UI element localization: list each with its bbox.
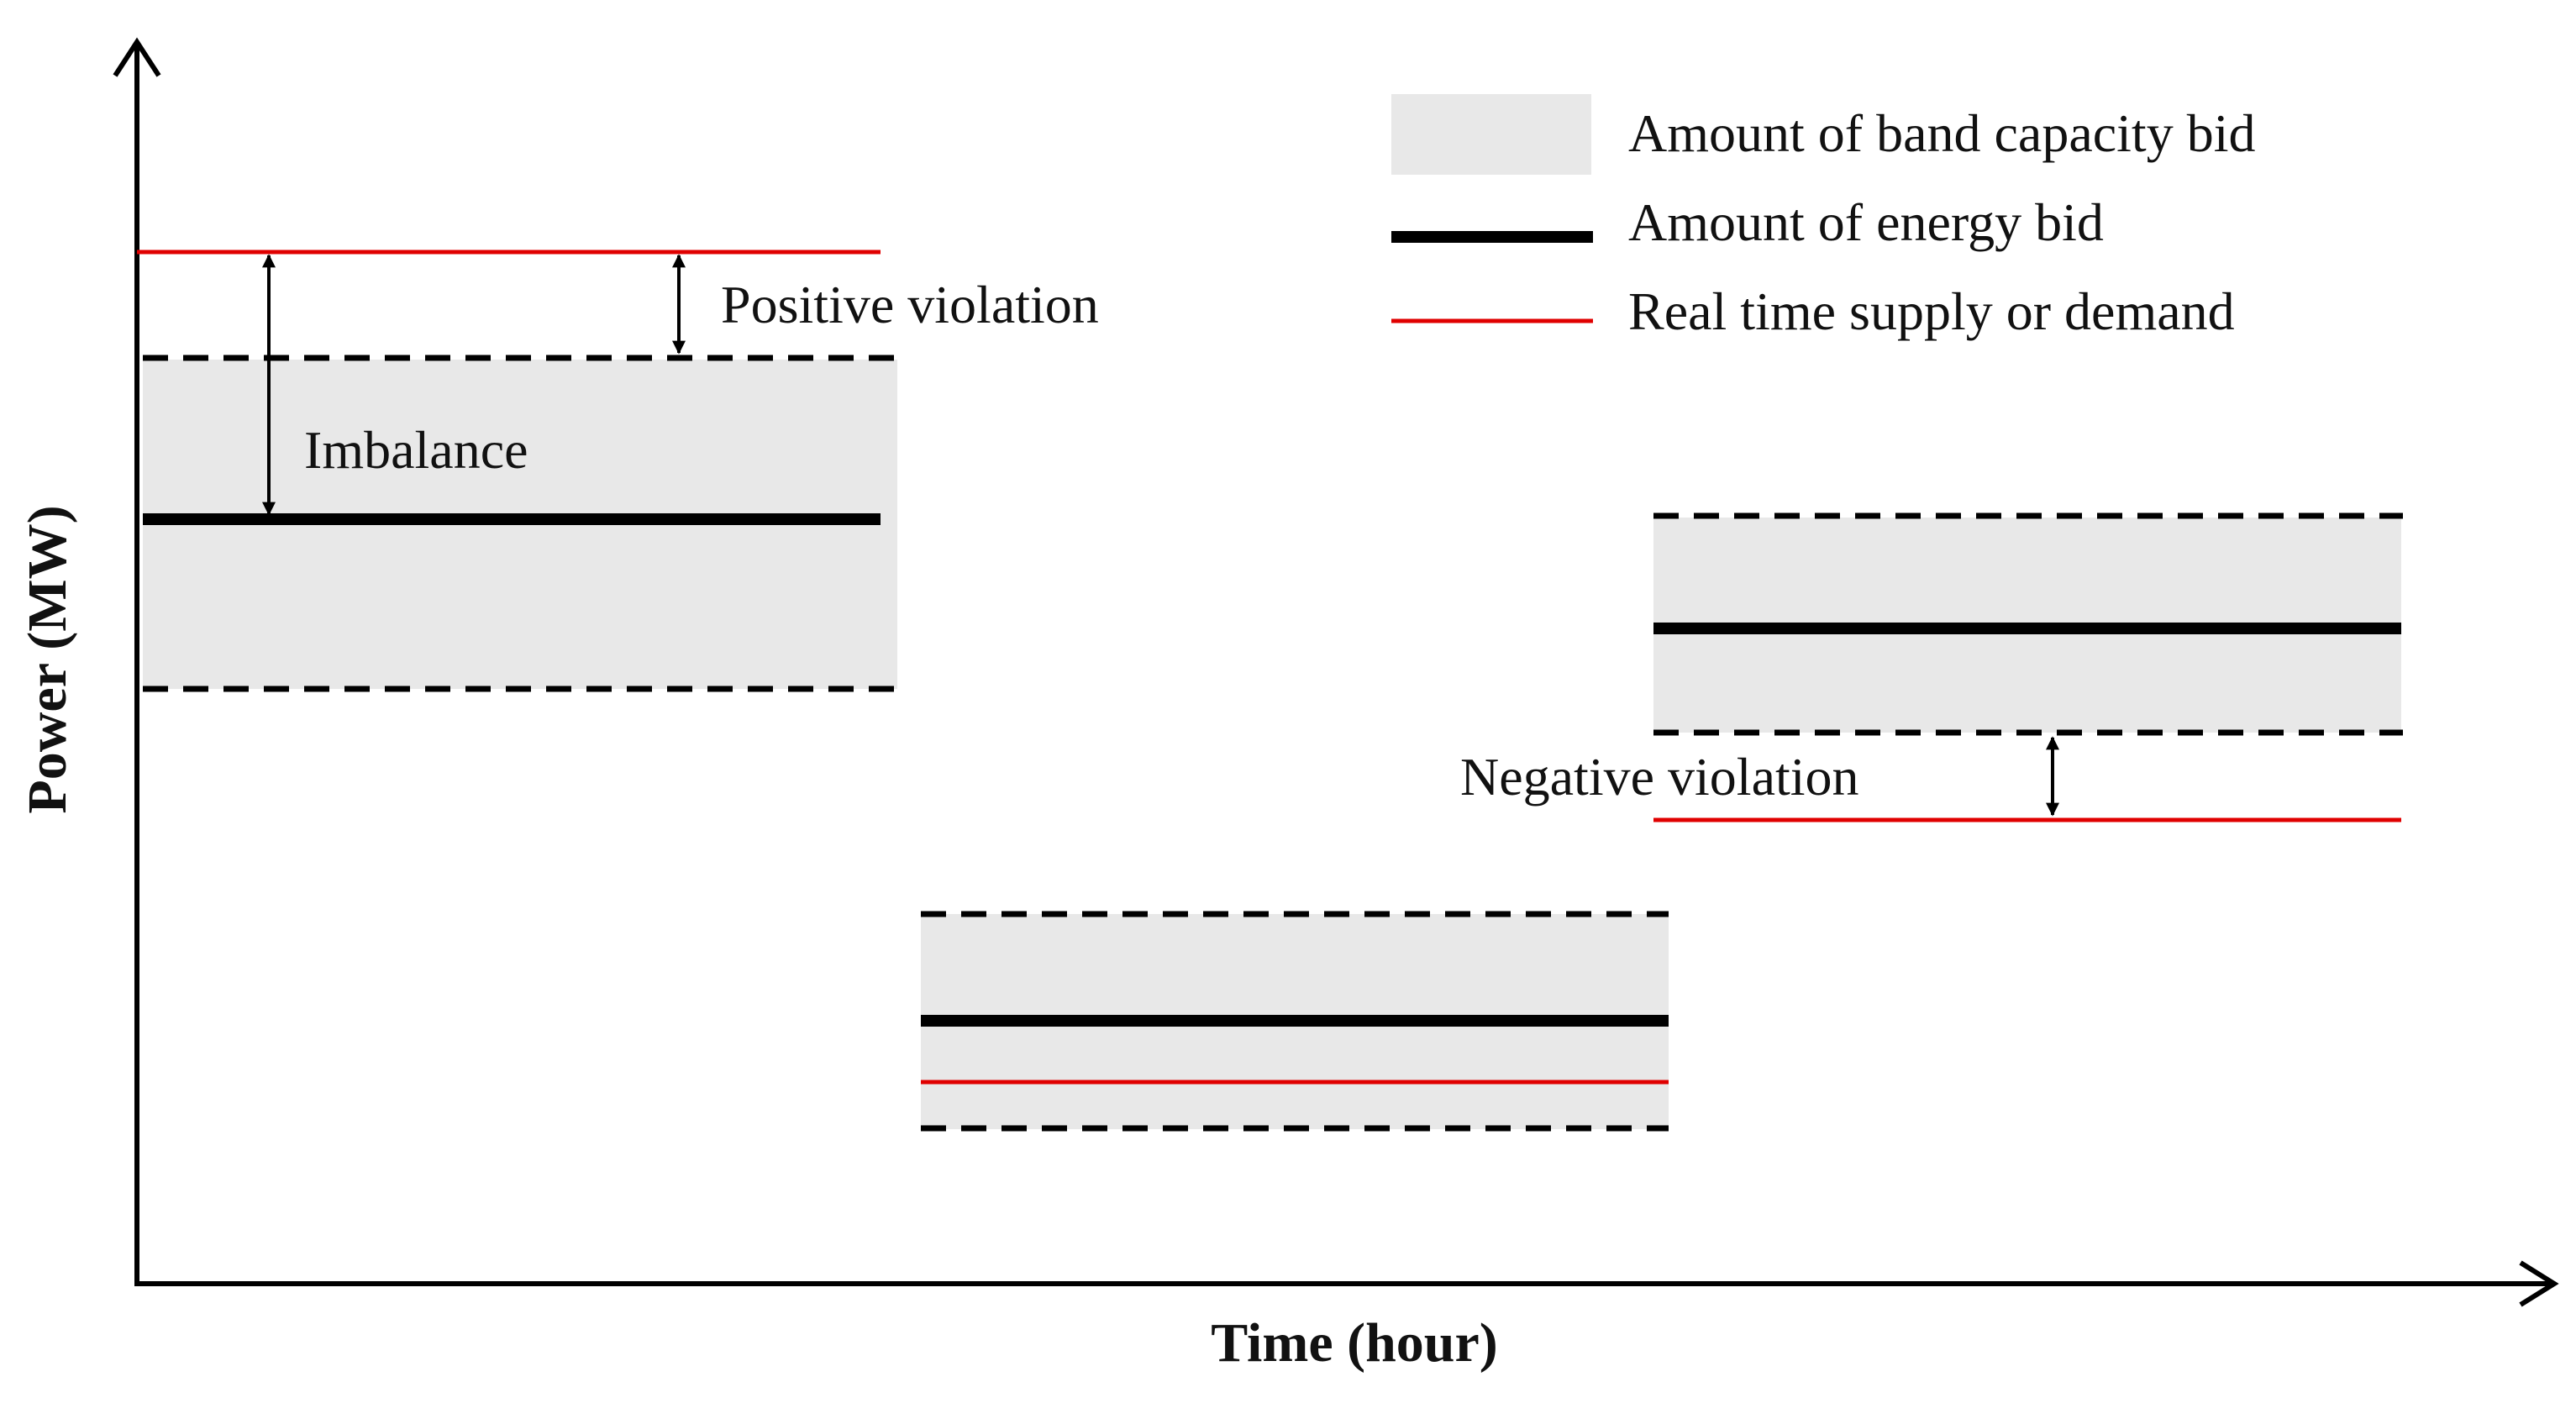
imbalance-label: Imbalance: [304, 420, 528, 480]
axes: Time (hour) Power (MW): [17, 37, 2559, 1374]
negative-violation-label: Negative violation: [1460, 747, 1859, 807]
legend-energy-label: Amount of energy bid: [1628, 192, 2104, 252]
y-axis-arrowhead: [113, 37, 161, 77]
legend-band-label: Amount of band capacity bid: [1628, 103, 2255, 163]
x-axis-label: Time (hour): [1211, 1312, 1498, 1374]
period-3-block: Negative violation: [1460, 512, 2403, 822]
x-axis-arrowhead: [2519, 1260, 2559, 1307]
legend-real-time-label: Real time supply or demand: [1628, 281, 2235, 341]
positive-violation-label: Positive violation: [721, 275, 1099, 334]
period-1-block: Positive violation Imbalance: [137, 250, 1099, 692]
legend-band-swatch: [1391, 94, 1591, 175]
legend: Amount of band capacity bid Amount of en…: [1391, 94, 2255, 341]
y-axis-label: Power (MW): [17, 505, 78, 813]
period-2-block: [921, 911, 1669, 1132]
